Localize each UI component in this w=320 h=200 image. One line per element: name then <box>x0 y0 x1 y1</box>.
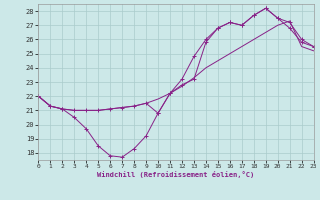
X-axis label: Windchill (Refroidissement éolien,°C): Windchill (Refroidissement éolien,°C) <box>97 171 255 178</box>
